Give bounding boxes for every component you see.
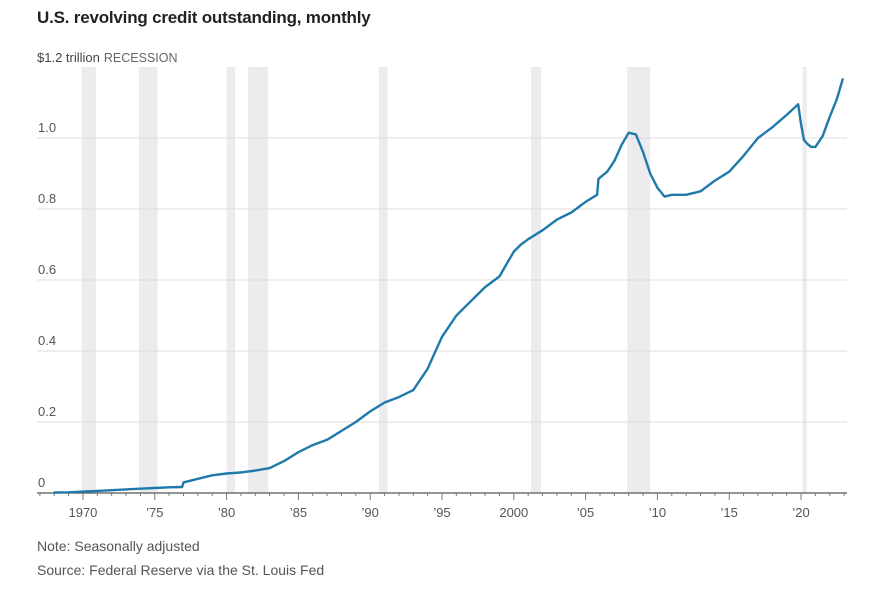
x-tick-label-1: ’75 xyxy=(146,505,163,520)
y-tick-label-0: 0 xyxy=(38,475,45,490)
x-tick-label-0: 1970 xyxy=(68,505,97,520)
x-tick-label-2: ’80 xyxy=(218,505,235,520)
chart-title: U.S. revolving credit outstanding, month… xyxy=(37,8,371,27)
y-tick-label-2: 0.4 xyxy=(38,333,56,348)
axes: 0 0.2 0.4 0.6 0.8 1.0 1970 ’75 ’80 ’85 ’90 ’95 2000 ’… xyxy=(37,120,847,520)
x-tick-label-9: ’15 xyxy=(721,505,738,520)
recession-legend-label: RECESSION xyxy=(104,51,178,65)
chart-note: Note: Seasonally adjusted xyxy=(37,538,200,554)
x-tick-label-7: ’05 xyxy=(577,505,594,520)
x-tick-label-6: 2000 xyxy=(499,505,528,520)
gridlines xyxy=(37,137,847,423)
y-tick-label-1: 0.2 xyxy=(38,404,56,419)
y-tick-label-4: 0.8 xyxy=(38,191,56,206)
y-axis-unit-text: $1.2 trillion xyxy=(37,50,100,65)
x-tick-label-5: ’95 xyxy=(433,505,450,520)
series-line-0 xyxy=(53,78,844,494)
x-tick-label-8: ’10 xyxy=(649,505,666,520)
chart-source: Source: Federal Reserve via the St. Loui… xyxy=(37,562,325,578)
y-tick-label-5: 1.0 xyxy=(38,120,56,135)
x-tick-label-3: ’85 xyxy=(290,505,307,520)
y-tick-label-3: 0.6 xyxy=(38,262,56,277)
x-tick-label-10: ’20 xyxy=(792,505,809,520)
series-lines xyxy=(53,78,844,494)
y-axis-unit-label: $1.2 trillion RECESSION xyxy=(37,50,178,65)
x-tick-label-4: ’90 xyxy=(362,505,379,520)
